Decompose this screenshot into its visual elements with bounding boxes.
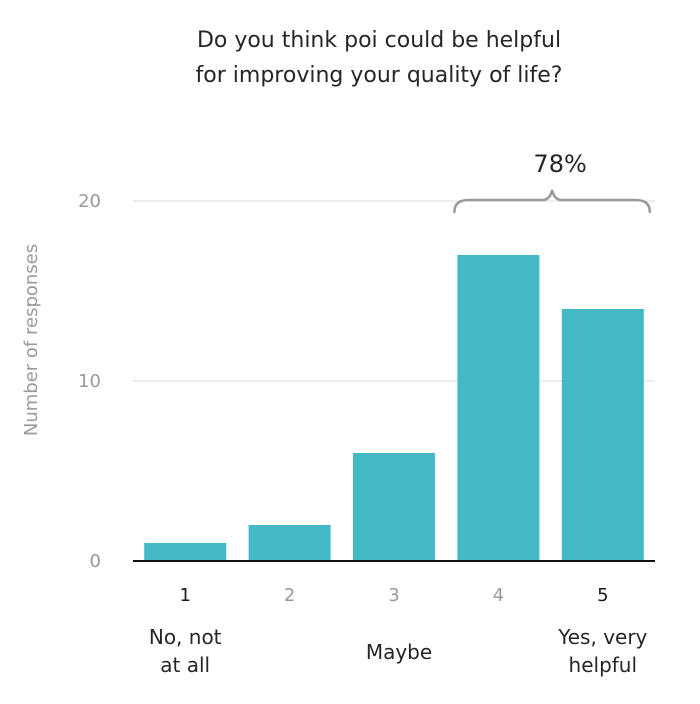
anchor-label-line: Maybe bbox=[366, 640, 432, 664]
anchor-label-line: Yes, very bbox=[557, 625, 647, 649]
anchor-label-line: No, not bbox=[149, 625, 222, 649]
bar bbox=[561, 309, 644, 561]
y-tick-label: 10 bbox=[78, 371, 101, 392]
scale-anchor-labels: No, not at all Maybe Yes, very helpful bbox=[149, 625, 648, 677]
bar bbox=[353, 453, 435, 561]
chart-title-line-1: Do you think poi could be helpful bbox=[197, 28, 561, 53]
y-tick-label: 0 bbox=[90, 551, 101, 572]
bar bbox=[144, 543, 227, 561]
x-tick-label: 2 bbox=[284, 585, 295, 606]
curly-brace bbox=[453, 189, 652, 214]
x-tick-label: 4 bbox=[493, 585, 504, 606]
bar bbox=[248, 525, 331, 561]
chart-title-line-2: for improving your quality of life? bbox=[196, 63, 563, 88]
y-axis-title: Number of responses bbox=[21, 244, 42, 436]
y-tick-label: 20 bbox=[78, 191, 101, 212]
y-axis-ticks: 0 10 20 bbox=[78, 191, 101, 572]
chart-title: Do you think poi could be helpful for im… bbox=[196, 28, 563, 88]
anchor-label-line: at all bbox=[160, 653, 210, 677]
x-tick-label: 5 bbox=[597, 585, 608, 606]
x-tick-label: 1 bbox=[179, 585, 190, 606]
bar bbox=[457, 255, 540, 561]
anchor-label-line: helpful bbox=[569, 653, 638, 677]
x-tick-label: 3 bbox=[388, 585, 399, 606]
bars bbox=[144, 255, 644, 561]
brace-percentage-label: 78% bbox=[533, 150, 586, 178]
bracket-annotation: 78% bbox=[453, 150, 652, 214]
x-axis-ticks: 1 2 3 4 5 bbox=[179, 585, 608, 606]
